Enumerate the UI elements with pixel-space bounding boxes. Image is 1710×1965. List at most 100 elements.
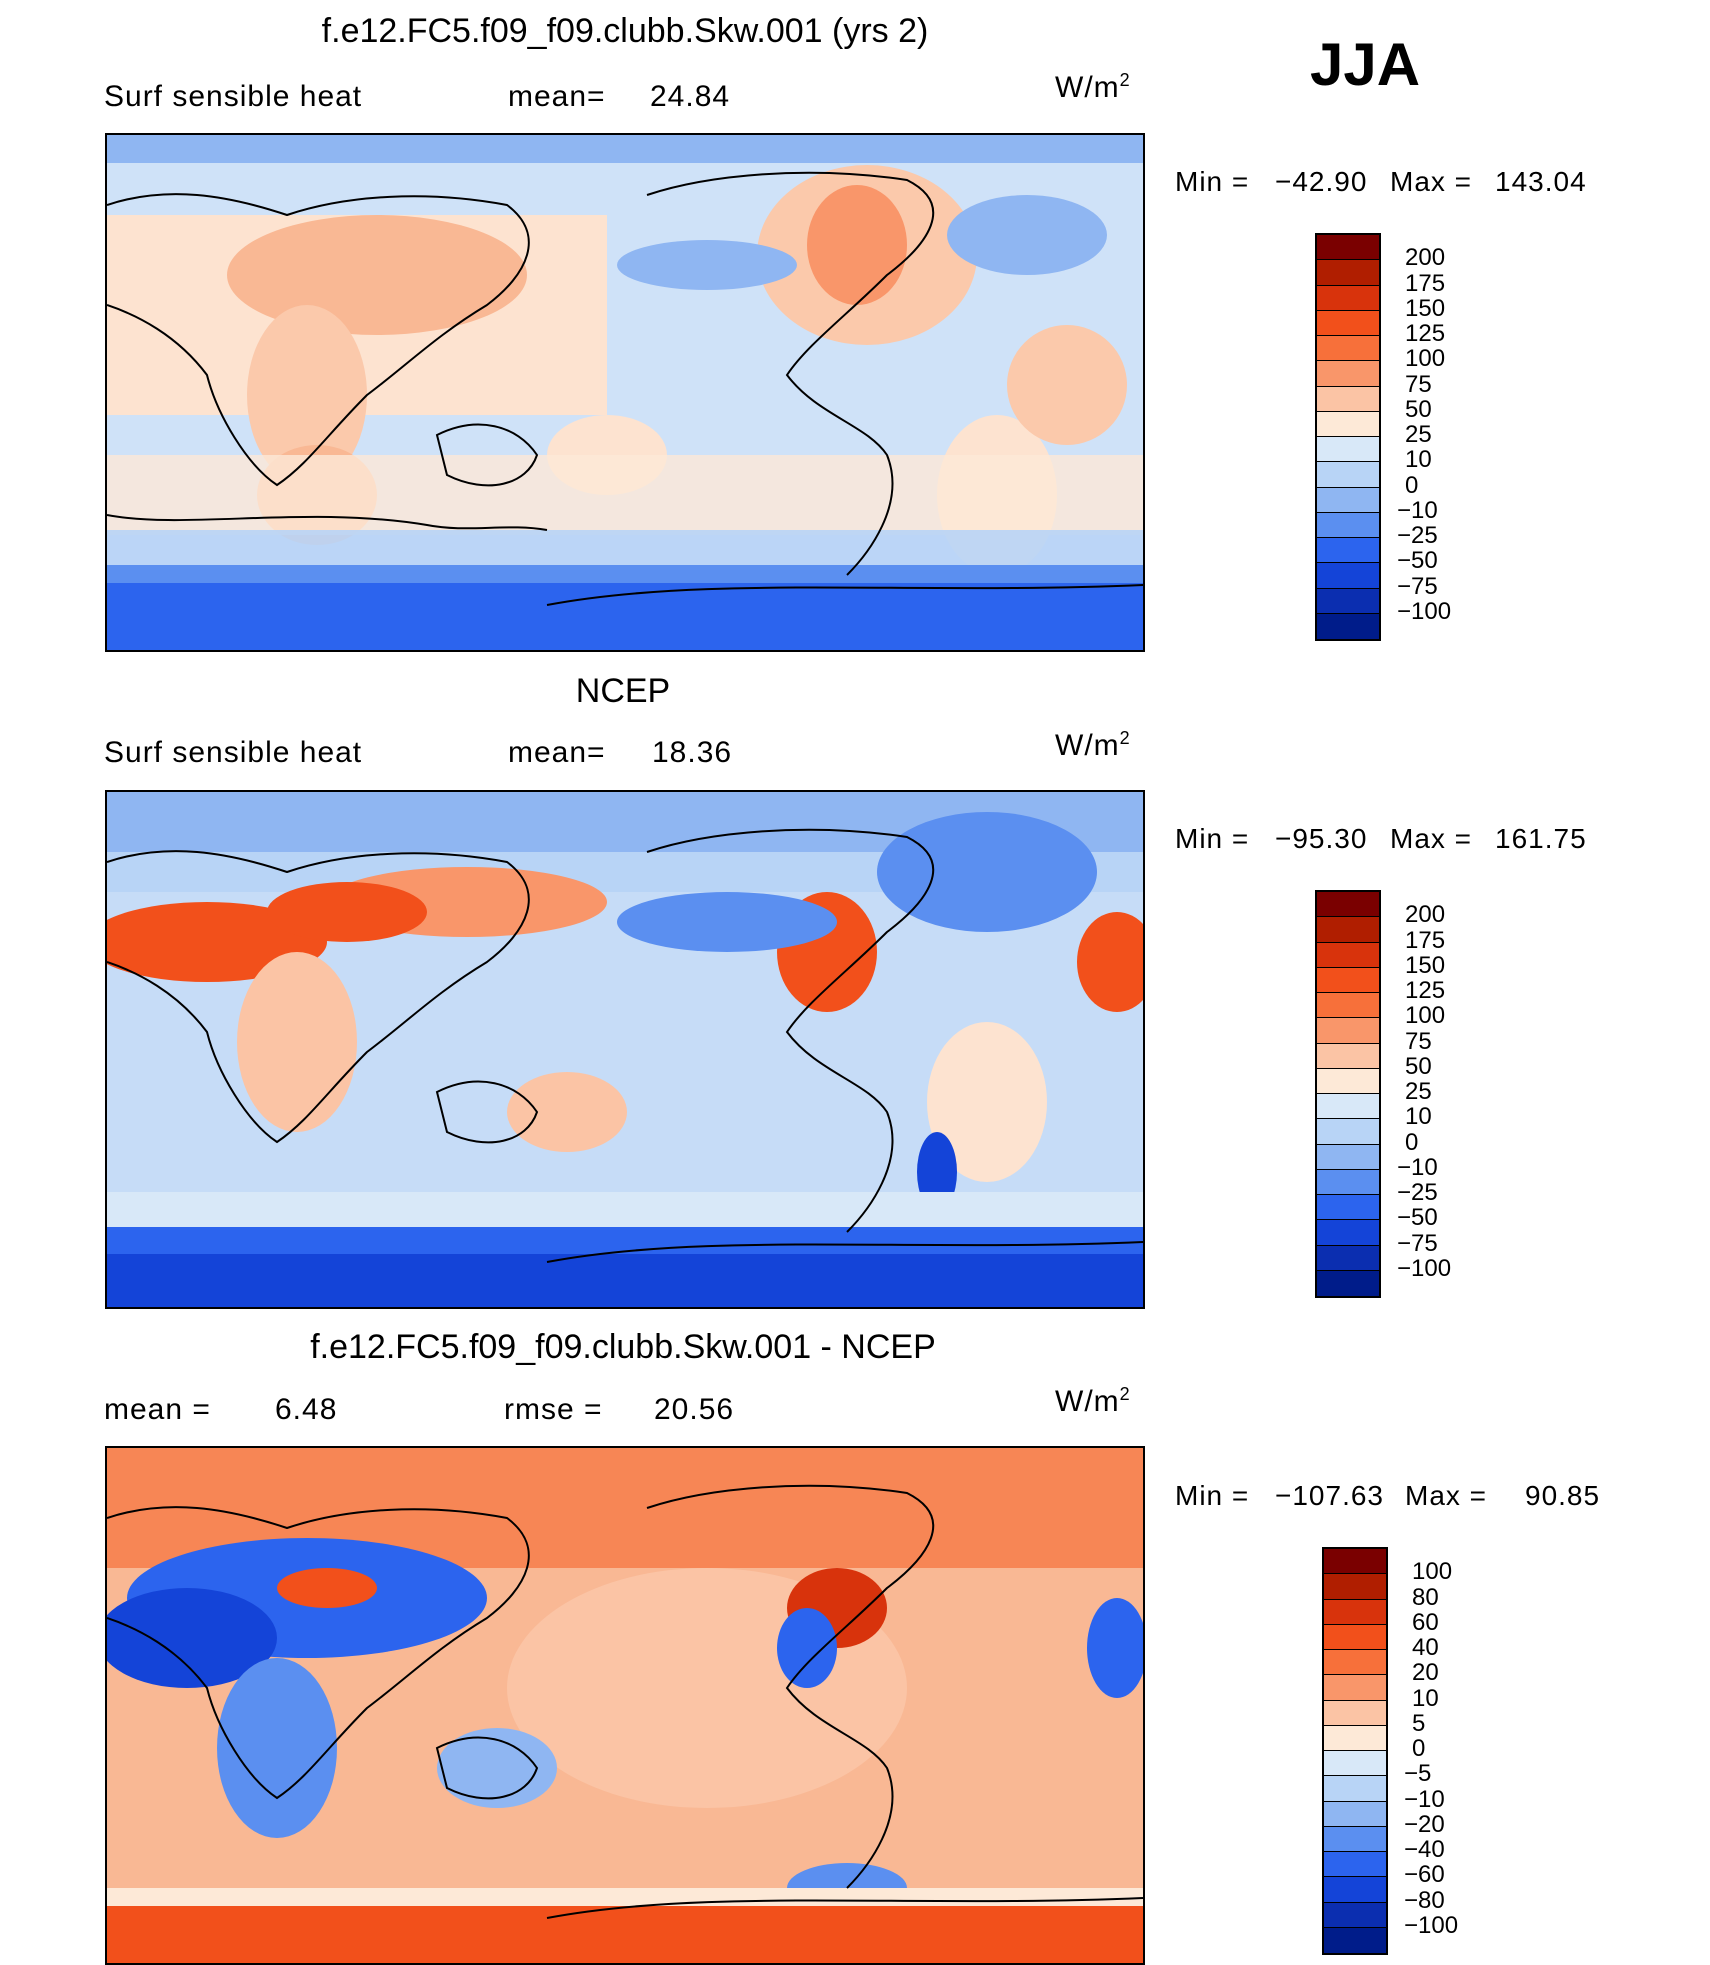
colorbar-tick-label: 175 xyxy=(1405,926,1446,954)
panel1-colorbar xyxy=(1315,233,1381,641)
colorbar-tick-label: −75 xyxy=(1397,572,1438,600)
colorbar-tick-label: 10 xyxy=(1405,446,1432,474)
colorbar-swatch xyxy=(1317,563,1379,589)
colorbar-swatch xyxy=(1317,1094,1379,1120)
panel1-max-value: 143.04 xyxy=(1495,166,1587,197)
colorbar-swatch xyxy=(1317,336,1379,362)
colorbar-tick-label: −25 xyxy=(1397,522,1438,549)
panel1-title: f.e12.FC5.f09_f09.clubb.Skw.001 (yrs 2) xyxy=(321,12,929,50)
colorbar-swatch xyxy=(1317,1195,1379,1221)
colorbar-tick-label: −10 xyxy=(1404,1785,1445,1813)
colorbar-tick-label: −80 xyxy=(1404,1886,1445,1914)
colorbar-swatch xyxy=(1317,588,1379,614)
colorbar-swatch xyxy=(1317,1169,1379,1195)
panel1-mean-value: 24.84 xyxy=(650,80,731,113)
panel2-colorbar xyxy=(1315,890,1381,1298)
panel2-max-label: Max = xyxy=(1390,823,1473,854)
colorbar-swatch xyxy=(1317,1245,1379,1271)
colorbar-swatch xyxy=(1324,1751,1386,1777)
panel2-mean-value: 18.36 xyxy=(652,736,733,769)
colorbar-tick-label: −25 xyxy=(1397,1179,1438,1206)
colorbar-swatch xyxy=(1317,1144,1379,1170)
panel3-min-label: Min = xyxy=(1175,1480,1250,1511)
panel3-colorbar xyxy=(1322,1547,1388,1955)
panel1-variable-label: Surf sensible heat xyxy=(104,80,363,113)
panel1-min-value: −42.90 xyxy=(1275,166,1368,197)
colorbar-tick-label: 175 xyxy=(1405,269,1446,297)
panel3-mean-value: 6.48 xyxy=(275,1393,338,1426)
colorbar-tick-label: 100 xyxy=(1412,1558,1453,1586)
colorbar-tick-label: 40 xyxy=(1412,1634,1439,1661)
colorbar-swatch xyxy=(1317,1119,1379,1145)
colorbar-swatch xyxy=(1317,993,1379,1019)
colorbar-swatch xyxy=(1317,1068,1379,1094)
panel2-mean-label: mean= xyxy=(508,736,606,769)
colorbar-swatch xyxy=(1317,917,1379,943)
colorbar-tick-label: −5 xyxy=(1404,1760,1432,1788)
colorbar-tick-label: 75 xyxy=(1405,1027,1432,1055)
panel3-units: W/m2 xyxy=(1055,1384,1131,1418)
colorbar-tick-label: 10 xyxy=(1405,1103,1432,1131)
panel3-max-label: Max = xyxy=(1405,1480,1488,1511)
colorbar-tick-label: 150 xyxy=(1405,294,1446,322)
colorbar-tick-label: −100 xyxy=(1404,1911,1459,1939)
season-label: JJA xyxy=(1310,31,1421,98)
colorbar-tick-label: 100 xyxy=(1405,345,1446,373)
colorbar-swatch xyxy=(1324,1599,1386,1625)
colorbar-tick-label: −10 xyxy=(1397,1153,1438,1181)
panel2-title: NCEP xyxy=(575,672,671,710)
colorbar-tick-label: 25 xyxy=(1405,1078,1432,1105)
colorbar-tick-label: 200 xyxy=(1405,901,1446,929)
colorbar-tick-label: −10 xyxy=(1397,496,1438,524)
colorbar-swatch xyxy=(1324,1852,1386,1878)
panel2-variable-label: Surf sensible heat xyxy=(104,736,363,769)
panel3-max-value: 90.85 xyxy=(1525,1480,1601,1511)
colorbar-tick-label: −100 xyxy=(1397,597,1452,625)
colorbar-swatch xyxy=(1324,1700,1386,1726)
colorbar-swatch xyxy=(1317,967,1379,993)
colorbar-swatch xyxy=(1317,1018,1379,1044)
colorbar-swatch xyxy=(1324,1826,1386,1852)
colorbar-tick-label: −100 xyxy=(1397,1254,1452,1282)
colorbar-swatch xyxy=(1317,310,1379,336)
panel2-min-label: Min = xyxy=(1175,823,1250,854)
colorbar-swatch xyxy=(1317,512,1379,538)
panel2-units: W/m2 xyxy=(1055,728,1131,762)
colorbar-swatch xyxy=(1317,538,1379,564)
colorbar-swatch xyxy=(1324,1574,1386,1600)
colorbar-swatch xyxy=(1317,1043,1379,1069)
colorbar-swatch xyxy=(1317,613,1379,639)
colorbar-swatch xyxy=(1317,487,1379,513)
colorbar-tick-label: 10 xyxy=(1412,1684,1439,1712)
colorbar-tick-label: 0 xyxy=(1405,1128,1419,1156)
colorbar-tick-label: 50 xyxy=(1405,1052,1432,1080)
colorbar-tick-label: 125 xyxy=(1405,977,1446,1004)
colorbar-tick-label: −20 xyxy=(1404,1810,1445,1838)
panel2-map xyxy=(105,790,1145,1309)
colorbar-swatch xyxy=(1317,235,1379,261)
colorbar-swatch xyxy=(1324,1650,1386,1676)
colorbar-swatch xyxy=(1324,1927,1386,1953)
colorbar-swatch xyxy=(1324,1902,1386,1928)
colorbar-tick-label: 25 xyxy=(1405,421,1432,448)
colorbar-swatch xyxy=(1317,386,1379,412)
colorbar-tick-label: 80 xyxy=(1412,1583,1439,1611)
colorbar-swatch xyxy=(1324,1624,1386,1650)
colorbar-tick-label: 200 xyxy=(1405,244,1446,272)
panel1-map xyxy=(105,133,1145,652)
colorbar-swatch xyxy=(1324,1675,1386,1701)
colorbar-swatch xyxy=(1324,1549,1386,1575)
colorbar-swatch xyxy=(1324,1877,1386,1903)
panel1-units: W/m2 xyxy=(1055,70,1131,104)
panel1-max-label: Max = xyxy=(1390,166,1473,197)
panel1-min-label: Min = xyxy=(1175,166,1250,197)
colorbar-swatch xyxy=(1317,285,1379,311)
colorbar-tick-label: 125 xyxy=(1405,320,1446,347)
colorbar-swatch xyxy=(1324,1725,1386,1751)
colorbar-swatch xyxy=(1317,462,1379,488)
colorbar-tick-label: −75 xyxy=(1397,1229,1438,1257)
colorbar-swatch xyxy=(1324,1776,1386,1802)
panel2-max-value: 161.75 xyxy=(1495,823,1587,854)
colorbar-tick-label: 0 xyxy=(1412,1735,1426,1762)
panel2-min-value: −95.30 xyxy=(1275,823,1368,854)
